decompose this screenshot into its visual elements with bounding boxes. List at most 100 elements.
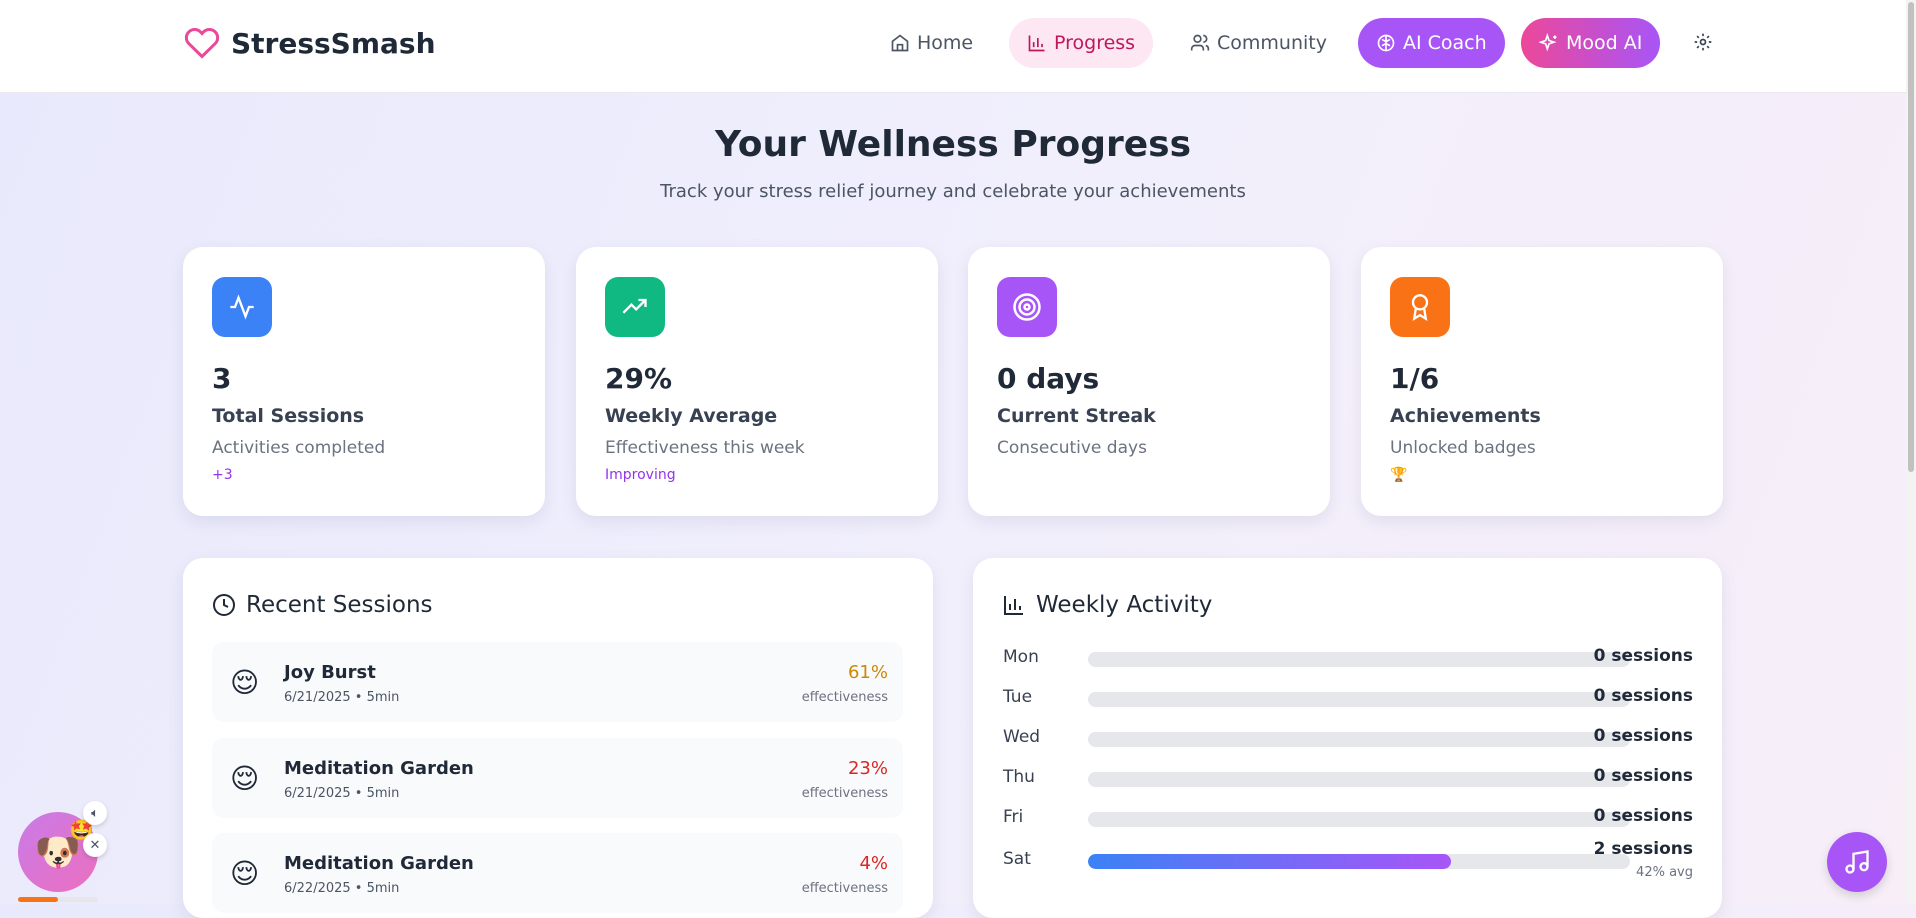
session-effectiveness: 61% [847,662,888,683]
mood-emoji: 😌 [230,857,260,890]
stat-value: 29% [605,362,673,395]
session-count: 0 sessions [1593,766,1693,786]
effectiveness-label: effectiveness [801,881,888,896]
mood-ai-button[interactable]: Mood AI [1521,18,1661,68]
close-icon: ✕ [89,837,101,853]
app-name: StressSmash [231,26,436,60]
close-mascot-button[interactable]: ✕ [83,833,107,857]
weekly-row-mon: Mon 0 sessions [1003,643,1693,673]
sparkles-icon [1539,33,1557,52]
mood-emoji: 😌 [230,666,260,699]
session-name: Meditation Garden [284,853,474,874]
stat-desc: Consecutive days [997,438,1147,458]
session-meta: 6/22/2025 • 5min [284,881,400,896]
nav-community-label: Community [1217,32,1327,54]
brain-icon [1377,34,1395,52]
activity-bar-track [1088,692,1630,707]
award-icon [1390,277,1450,337]
nav-community[interactable]: Community [1172,18,1345,68]
day-label: Thu [1003,767,1035,787]
mascot-progress-bar [18,897,98,902]
page-subtitle: Track your stress relief journey and cel… [660,181,1246,202]
effectiveness-label: effectiveness [801,690,888,705]
session-effectiveness: 4% [859,853,888,874]
session-item[interactable]: 😌 Meditation Garden 6/22/2025 • 5min 4% … [212,833,903,913]
stat-value: 0 days [997,362,1100,395]
activity-bar-fill [1088,854,1452,869]
mood-emoji: 😌 [230,762,260,795]
ai-coach-label: AI Coach [1403,32,1487,54]
session-effectiveness: 23% [847,758,888,779]
sound-button[interactable]: 🔈︎ [83,801,107,825]
users-icon [1190,34,1210,51]
page-scrollbar[interactable] [1906,0,1916,904]
activity-bar-track [1088,652,1630,667]
nav-progress[interactable]: Progress [1009,18,1154,68]
stat-label: Current Streak [997,405,1156,427]
weekly-activity-panel: Weekly Activity Mon 0 sessions Tue 0 ses… [973,558,1722,918]
session-count: 2 sessions [1593,839,1693,859]
activity-bar-track [1088,772,1630,787]
bar-chart-icon [1004,596,1023,615]
trending-up-icon [605,277,665,337]
settings-button[interactable] [1693,32,1713,56]
weekly-row-wed: Wed 0 sessions [1003,723,1693,753]
session-name: Joy Burst [284,662,376,683]
stat-tag: Improving [605,467,676,483]
stat-value: 3 [212,362,232,395]
stat-label: Weekly Average [605,405,778,427]
stat-card-current-streak: 0 days Current Streak Consecutive days [968,247,1330,516]
music-button[interactable] [1827,832,1887,892]
day-label: Tue [1003,687,1033,707]
nav-home-label: Home [917,32,974,54]
target-icon [997,277,1057,337]
session-count: 0 sessions [1593,806,1693,826]
day-label: Fri [1003,807,1024,827]
page-title: Your Wellness Progress [714,124,1192,165]
session-count: 0 sessions [1593,726,1693,746]
session-count: 0 sessions [1593,686,1693,706]
session-name: Meditation Garden [284,758,474,779]
effectiveness-label: effectiveness [801,786,888,801]
stat-value: 1/6 [1390,362,1440,395]
day-label: Sat [1003,849,1031,869]
stat-label: Achievements [1390,405,1541,427]
recent-sessions-title: Recent Sessions [246,592,433,618]
logo[interactable]: StressSmash [183,25,436,61]
activity-bar-track [1088,854,1630,869]
stat-label: Total Sessions [212,405,365,427]
weekly-row-thu: Thu 0 sessions [1003,763,1693,793]
weekly-row-tue: Tue 0 sessions [1003,683,1693,713]
weekly-activity-title: Weekly Activity [1036,592,1213,618]
session-meta: 6/21/2025 • 5min [284,690,400,705]
session-item[interactable]: 😌 Meditation Garden 6/21/2025 • 5min 23%… [212,738,903,818]
recent-sessions-panel: Recent Sessions 😌 Joy Burst 6/21/2025 • … [183,558,933,918]
clock-icon [213,594,235,616]
average-effectiveness: 42% avg [1636,865,1693,880]
scrollbar-thumb[interactable] [1908,2,1914,472]
session-meta: 6/21/2025 • 5min [284,786,400,801]
activity-bar-track [1088,812,1630,827]
nav-progress-label: Progress [1054,32,1136,54]
bar-chart-icon [1028,35,1045,52]
home-icon [891,34,909,52]
weekly-row-fri: Fri 0 sessions [1003,803,1693,833]
session-count: 0 sessions [1593,646,1693,666]
activity-bar-track [1088,732,1630,747]
mood-ai-label: Mood AI [1566,32,1643,54]
nav-home[interactable]: Home [872,18,991,68]
top-nav-bar: StressSmash Home Progress Community AI C… [0,0,1906,93]
ai-coach-button[interactable]: AI Coach [1358,18,1505,68]
weekly-row-sat: Sat 2 sessions 42% avg [1003,839,1693,880]
music-note-icon [1845,850,1869,874]
session-item[interactable]: 😌 Joy Burst 6/21/2025 • 5min 61% effecti… [212,642,903,722]
stat-desc: Activities completed [212,438,386,458]
gear-icon [1694,33,1712,51]
stat-card-achievements: 1/6 Achievements Unlocked badges 🏆 [1361,247,1723,516]
speaker-icon: 🔈︎ [91,805,99,821]
stat-card-weekly-average: 29% Weekly Average Effectiveness this we… [576,247,938,516]
dog-emoji: 🐶 [34,829,82,874]
day-label: Wed [1003,727,1041,747]
heart-icon [184,27,220,59]
stat-card-total-sessions: 3 Total Sessions Activities completed +3 [183,247,545,516]
